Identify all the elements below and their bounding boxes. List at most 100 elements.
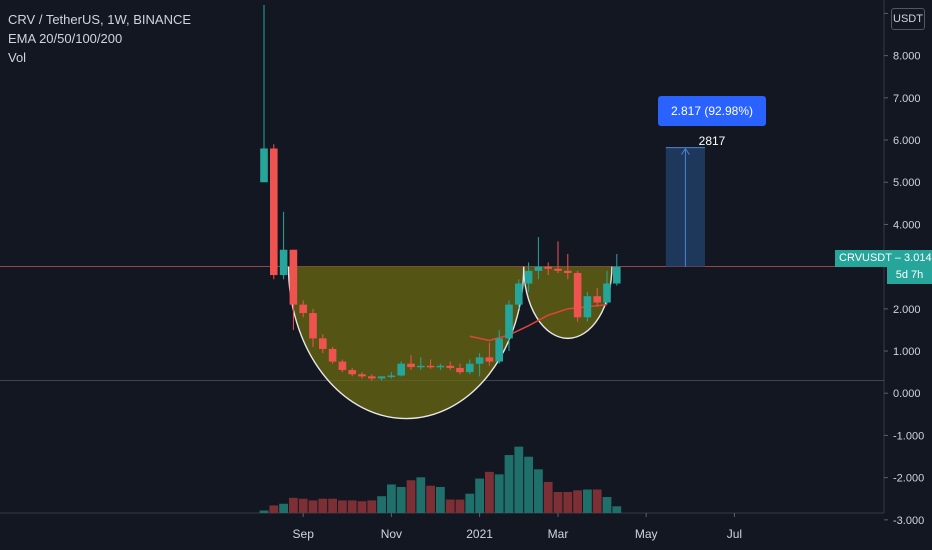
volume-bar [445, 499, 455, 513]
volume-indicator-label[interactable]: Vol [8, 50, 27, 65]
volume-bar [308, 500, 318, 513]
volume-bar [298, 498, 308, 513]
candle-body[interactable] [348, 370, 356, 375]
axis-currency-button[interactable]: USDT [891, 8, 925, 30]
measure-arrow-head [680, 147, 690, 155]
candle-body[interactable] [573, 272, 582, 318]
volume-bar [524, 456, 533, 513]
last-price-tag: CRVUSDT – 3.014 [835, 250, 932, 267]
volume-bar [602, 497, 612, 513]
volume-bar [357, 501, 367, 513]
candle-body[interactable] [583, 296, 592, 318]
volume-bar [465, 493, 475, 513]
x-tick-label: May [635, 527, 658, 541]
candle-body[interactable] [603, 283, 611, 303]
volume-bar [455, 499, 465, 513]
candle-body[interactable] [524, 270, 533, 284]
candle-body[interactable] [368, 376, 376, 379]
candle-body[interactable] [613, 266, 621, 284]
candle-body[interactable] [515, 283, 523, 305]
volume-bar [563, 492, 573, 513]
volume-bar [377, 496, 386, 513]
candle-body[interactable] [299, 304, 307, 314]
volume-bar [592, 489, 602, 513]
volume-bar [269, 505, 279, 513]
candle-body[interactable] [426, 365, 435, 368]
candle-body[interactable] [338, 361, 347, 371]
candle-body[interactable] [554, 268, 562, 271]
volume-bar [338, 500, 347, 513]
volume-bar [426, 485, 435, 513]
candle-body[interactable] [309, 313, 317, 339]
candle-body[interactable] [417, 365, 425, 368]
volume-bar [485, 471, 494, 513]
price-tag-value: 3.014 [904, 252, 932, 264]
volume-bar [367, 500, 377, 513]
candle-body[interactable] [495, 338, 503, 362]
candle-body[interactable] [593, 296, 601, 303]
measure-tool-label[interactable]: 2.817 (92.98%) 2817 [658, 96, 766, 148]
y-tick-label: 5.000 [893, 177, 921, 189]
y-tick-label: 8.000 [893, 51, 921, 63]
volume-bar [553, 492, 563, 513]
candle-body[interactable] [407, 363, 415, 368]
x-tick-label: Jul [727, 527, 742, 541]
y-tick-label: -2.000 [893, 473, 924, 485]
candle-body[interactable] [456, 367, 464, 373]
symbol-title[interactable]: CRV / TetherUS, 1W, BINANCE [8, 12, 192, 27]
chart-legend: CRV / TetherUS, 1W, BINANCE EMA 20/50/10… [8, 10, 191, 67]
volume-bar [406, 480, 416, 513]
y-tick-label: 0.000 [893, 388, 921, 400]
candle-body[interactable] [289, 249, 298, 305]
volume-bar [436, 486, 445, 513]
candle-body[interactable] [260, 148, 268, 183]
y-tick-label: 1.000 [893, 346, 921, 358]
candle-body[interactable] [387, 375, 396, 378]
candle-body[interactable] [446, 365, 454, 368]
candle-body[interactable] [270, 148, 278, 276]
volume-bar [534, 469, 543, 513]
volume-bar [259, 510, 269, 513]
candle-body[interactable] [319, 338, 327, 349]
volume-bar [494, 474, 504, 513]
candle-body[interactable] [397, 363, 405, 376]
cup-pattern-fill [288, 266, 524, 419]
volume-bar [612, 506, 622, 513]
volume-bar [387, 484, 396, 513]
candle-body[interactable] [505, 304, 513, 339]
volume-bar [583, 489, 592, 513]
y-tick-label: -3.000 [893, 515, 924, 527]
x-tick-label: Sep [293, 527, 315, 541]
candle-body[interactable] [564, 270, 572, 273]
candle-body[interactable] [436, 365, 445, 368]
ema-indicator-label[interactable]: EMA 20/50/100/200 [8, 31, 123, 46]
y-tick-label: 2.000 [893, 304, 921, 316]
volume-bar [279, 503, 288, 513]
candle-body[interactable] [377, 376, 386, 379]
y-tick-label: -1.000 [893, 430, 924, 442]
candle-body[interactable] [544, 266, 552, 269]
volume-bar [543, 481, 553, 513]
y-tick-label: 6.000 [893, 135, 921, 147]
volume-bar [289, 497, 298, 513]
volume-bar [514, 446, 524, 513]
y-tick-label: 7.000 [893, 93, 921, 105]
candle-body[interactable] [466, 363, 474, 373]
volume-bar [347, 500, 357, 513]
volume-bar [504, 455, 514, 513]
candle-body[interactable] [475, 357, 484, 364]
volume-bar [573, 490, 582, 513]
volume-bar [318, 498, 328, 513]
candle-body[interactable] [485, 357, 494, 362]
candle-body[interactable] [279, 249, 288, 276]
candle-body[interactable] [328, 348, 337, 362]
handle-pattern-fill [523, 266, 612, 339]
price-tag-symbol: CRVUSDT [839, 252, 892, 264]
candle-body[interactable] [358, 374, 366, 377]
x-tick-label: Mar [548, 527, 569, 541]
candle-body[interactable] [534, 266, 543, 271]
volume-bar [475, 478, 484, 513]
y-tick-label: 4.000 [893, 219, 921, 231]
bar-countdown-tag: 5d 7h [887, 267, 932, 284]
